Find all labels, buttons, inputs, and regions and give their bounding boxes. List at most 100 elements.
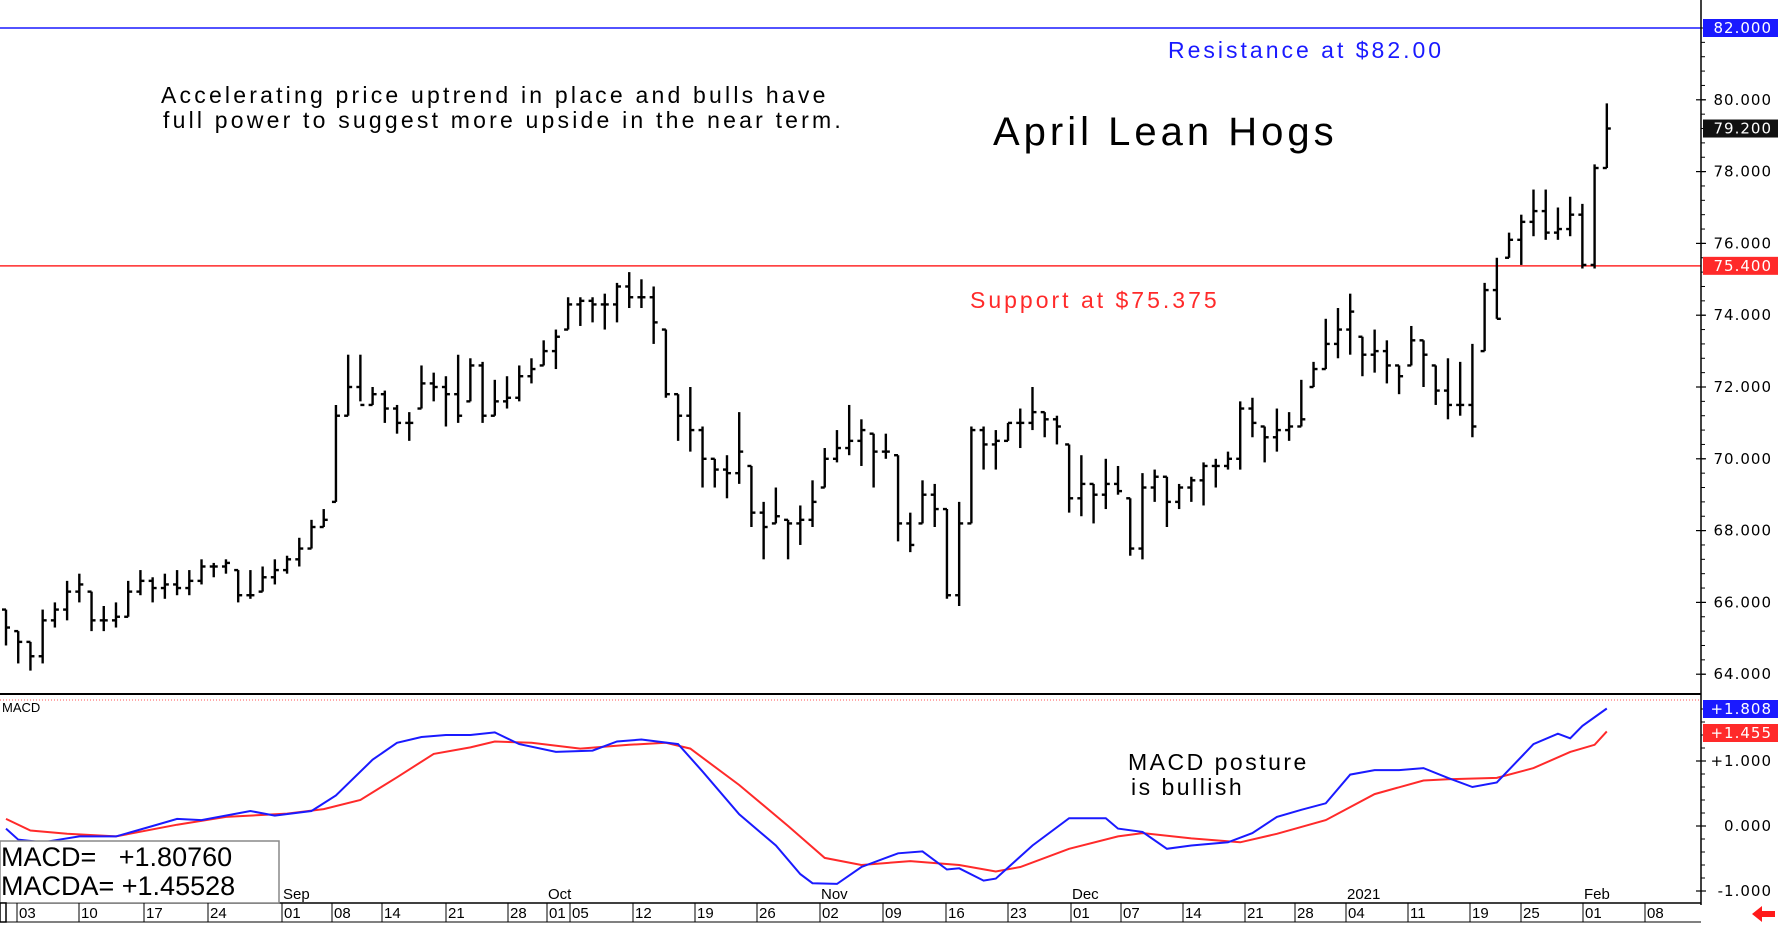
price-bar <box>1382 340 1391 384</box>
macd-line <box>5 707 1608 885</box>
price-bar <box>637 279 646 309</box>
price-bar <box>1236 401 1245 470</box>
date-tick-label: 17 <box>146 905 163 922</box>
price-tick-label: 68.000 <box>1714 522 1773 540</box>
price-bar <box>710 457 719 488</box>
month-label: Dec <box>1072 886 1099 903</box>
date-tick-label: 09 <box>885 905 902 922</box>
axes <box>0 0 1702 923</box>
readout-box-frame <box>0 840 280 904</box>
price-bar <box>759 501 768 560</box>
price-bar <box>808 480 817 528</box>
macd-annotation-line-2: is bullish <box>1131 774 1244 800</box>
price-bar <box>832 430 841 463</box>
price-bar <box>515 365 524 402</box>
last-price-box <box>1703 119 1778 138</box>
price-bar <box>478 361 487 423</box>
date-tick-label: 07 <box>1123 905 1140 922</box>
price-tick-label: 76.000 <box>1714 234 1773 252</box>
price-bar <box>1492 257 1501 320</box>
price-bar <box>1395 364 1404 395</box>
price-bar <box>1541 189 1550 240</box>
month-label: Feb <box>1584 886 1610 903</box>
price-bar <box>1590 164 1599 269</box>
price-bar <box>845 404 854 456</box>
price-bar <box>539 340 548 367</box>
date-tick-label: 19 <box>697 905 714 922</box>
price-bar <box>466 358 475 403</box>
price-bar <box>331 404 340 504</box>
price-bar <box>454 354 463 423</box>
price-bar <box>722 455 731 499</box>
price-bar <box>613 282 621 323</box>
price-bar <box>881 433 890 459</box>
price-bar <box>1211 458 1220 488</box>
price-bar <box>1566 196 1575 237</box>
price-bar <box>234 568 243 603</box>
price-bar <box>1150 469 1159 502</box>
price-bar <box>918 480 927 525</box>
price-bar <box>1443 358 1452 420</box>
price-bar <box>1224 451 1232 470</box>
price-bar <box>1260 425 1269 463</box>
scroll-handle[interactable] <box>0 902 7 923</box>
price-bar <box>1065 443 1074 513</box>
resistance-level-box <box>1703 19 1778 37</box>
price-bar <box>417 365 426 410</box>
macd-tick-label: 0.000 <box>1724 817 1772 835</box>
macd-tick-label: -1.000 <box>1718 882 1772 900</box>
price-bar <box>209 562 218 578</box>
price-pane <box>0 27 1701 671</box>
price-bar <box>979 426 988 470</box>
price-bar <box>344 354 353 417</box>
price-bar <box>136 570 145 596</box>
price-bar <box>869 432 878 488</box>
date-tick-label: 21 <box>1247 905 1264 922</box>
price-bar <box>124 580 133 618</box>
price-bar <box>75 573 84 603</box>
price-bar <box>63 580 72 621</box>
price-bar <box>649 286 658 344</box>
price-bar <box>1285 412 1294 441</box>
price-tick-label: 70.000 <box>1714 450 1773 468</box>
commentary-line-2: full power to suggest more upside in the… <box>163 107 844 133</box>
price-bar <box>820 448 829 489</box>
price-bar <box>1162 475 1171 528</box>
chart-title: April Lean Hogs <box>993 110 1338 154</box>
price-bar <box>1602 103 1611 170</box>
price-bar <box>588 297 597 323</box>
price-tick-label: 74.000 <box>1714 306 1773 324</box>
price-bar <box>686 387 695 452</box>
macd-last-box <box>1703 700 1778 718</box>
date-tick-label: 16 <box>948 905 965 922</box>
macd-tick-label: +1.000 <box>1710 752 1772 770</box>
price-bar <box>661 328 670 398</box>
price-bar <box>1333 308 1342 359</box>
price-bar <box>1431 364 1440 405</box>
price-bar <box>600 293 609 330</box>
left-arrow-icon[interactable] <box>1752 906 1775 922</box>
date-tick-label: 24 <box>210 905 227 922</box>
price-bar <box>1016 408 1025 449</box>
macd-readout-box: MACD= +1.80760 MACDA= +1.45528 <box>0 840 280 904</box>
date-tick-label: 21 <box>448 905 465 922</box>
price-bar <box>429 372 438 402</box>
price-bar <box>2 608 10 646</box>
date-tick-label: 12 <box>635 905 652 922</box>
price-bar <box>393 404 402 434</box>
price-bar <box>1187 476 1196 502</box>
month-label: 2021 <box>1347 886 1380 903</box>
macd-last-label: +1.808 <box>1710 700 1772 718</box>
price-bar <box>1346 293 1355 355</box>
price-bar <box>1370 329 1379 373</box>
price-bar <box>1089 482 1098 524</box>
date-tick-label: 01 <box>549 905 566 922</box>
date-tick-label: 23 <box>1010 905 1027 922</box>
macd-annotation-line-1: MACD posture <box>1128 749 1309 775</box>
price-bar <box>1175 483 1184 510</box>
price-bar <box>894 454 903 542</box>
price-bar <box>784 518 793 560</box>
price-bar <box>942 507 951 599</box>
month-label: Oct <box>548 886 572 903</box>
